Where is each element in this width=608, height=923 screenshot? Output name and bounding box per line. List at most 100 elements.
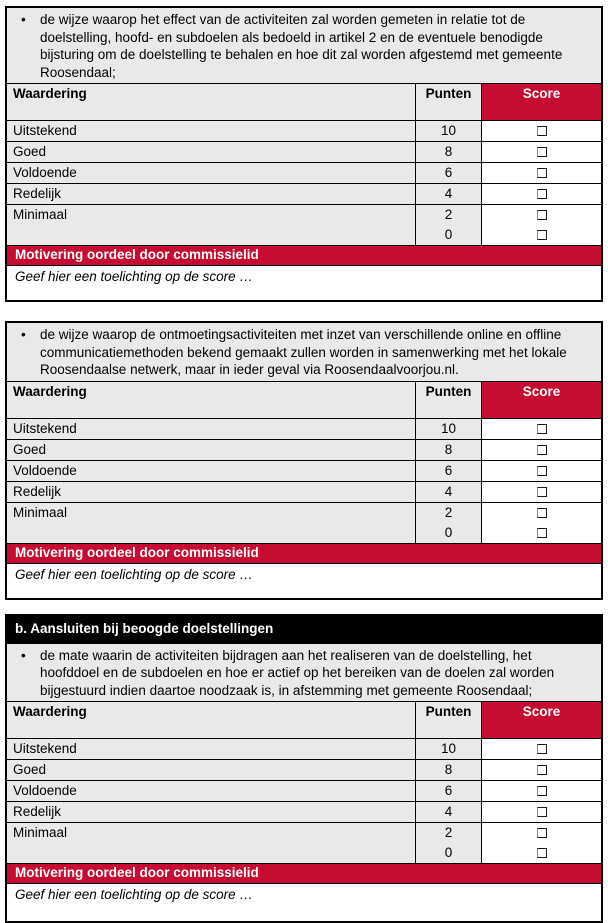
score-checkbox[interactable] [537,147,547,157]
score-checkbox[interactable] [537,765,547,775]
score-checkbox[interactable] [537,828,547,838]
rating-label: Goed [7,440,415,460]
column-header-score: Score [481,702,601,738]
score-checkbox[interactable] [537,230,547,240]
column-header-waardering: Waardering [7,702,415,738]
criterion-text: de wijze waarop het effect van de activi… [40,11,591,81]
toelichting-input[interactable]: Geef hier een toelichting op de score … [7,884,601,921]
rating-score-cell [481,419,601,439]
rating-points: 4 [415,802,481,822]
rating-row-minimaal: Minimaal 2 0 [7,822,601,863]
score-checkbox[interactable] [537,508,547,518]
rating-score-cell [481,823,601,863]
rating-label: Voldoende [7,461,415,481]
score-checkbox[interactable] [537,528,547,538]
rating-points: 2 0 [415,205,481,245]
rating-label: Voldoende [7,163,415,183]
rating-points: 6 [415,163,481,183]
rating-label: Goed [7,760,415,780]
rating-points: 4 [415,482,481,502]
score-checkbox[interactable] [537,126,547,136]
column-header-waardering: Waardering [7,382,415,418]
rating-header-row: Waardering Punten Score [7,83,601,120]
rating-points: 10 [415,121,481,141]
rating-score-cell [481,739,601,759]
criterion-cell: • de wijze waarop de ontmoetingsactivite… [7,323,601,381]
rating-header-row: Waardering Punten Score [7,701,601,738]
rating-score-cell [481,205,601,245]
motivering-header: Motivering oordeel door commissielid [7,246,601,265]
rating-label: Redelijk [7,482,415,502]
rating-row-uitstekend: Uitstekend 10 [7,738,601,759]
score-checkbox[interactable] [537,807,547,817]
rating-row-voldoende: Voldoende 6 [7,162,601,183]
rating-score-cell [481,142,601,162]
rating-label: Redelijk [7,184,415,204]
rating-points: 10 [415,419,481,439]
rating-label: Minimaal [7,503,415,543]
score-checkbox[interactable] [537,487,547,497]
score-checkbox[interactable] [537,445,547,455]
rating-score-cell [481,461,601,481]
rating-row-uitstekend: Uitstekend 10 [7,120,601,141]
rating-label: Goed [7,142,415,162]
rating-points: 8 [415,440,481,460]
score-checkbox[interactable] [537,189,547,199]
rating-row-redelijk: Redelijk 4 [7,183,601,204]
toelichting-input[interactable]: Geef hier een toelichting op de score … [7,564,601,598]
rating-row-uitstekend: Uitstekend 10 [7,418,601,439]
score-checkbox[interactable] [537,848,547,858]
column-header-score: Score [481,382,601,418]
table-gap [5,600,603,614]
rating-row-voldoende: Voldoende 6 [7,780,601,801]
rating-score-cell [481,440,601,460]
rating-score-cell [481,802,601,822]
rating-score-cell [481,184,601,204]
section-b-heading: b. Aansluiten bij beoogde doelstellingen [7,616,601,643]
criterion-cell: • de wijze waarop het effect van de acti… [7,8,601,83]
bullet-icon: • [14,326,40,379]
score-checkbox[interactable] [537,168,547,178]
rating-label: Uitstekend [7,739,415,759]
rating-row-goed: Goed 8 [7,439,601,460]
column-header-punten: Punten [415,702,481,738]
criterion-table-2: • de wijze waarop de ontmoetingsactivite… [5,321,603,600]
criterion-bullet: • de wijze waarop de ontmoetingsactivite… [14,326,591,379]
toelichting-input[interactable]: Geef hier een toelichting op de score … [7,266,601,300]
rating-points: 6 [415,461,481,481]
column-header-punten: Punten [415,84,481,120]
criterion-text: de mate waarin de activiteiten bijdragen… [40,647,591,700]
bullet-icon: • [14,647,40,700]
score-checkbox[interactable] [537,466,547,476]
rating-points: 10 [415,739,481,759]
criterion-table-3: b. Aansluiten bij beoogde doelstellingen… [5,614,603,923]
rating-row-voldoende: Voldoende 6 [7,460,601,481]
rating-points: 8 [415,142,481,162]
rating-points: 2 0 [415,503,481,543]
rating-points: 8 [415,760,481,780]
score-checkbox[interactable] [537,424,547,434]
score-checkbox[interactable] [537,744,547,754]
rating-label: Minimaal [7,205,415,245]
motivering-header: Motivering oordeel door commissielid [7,864,601,883]
criterion-text: de wijze waarop de ontmoetingsactiviteit… [40,326,591,379]
column-header-punten: Punten [415,382,481,418]
rating-row-redelijk: Redelijk 4 [7,481,601,502]
rating-points: 6 [415,781,481,801]
rating-points: 4 [415,184,481,204]
rating-score-cell [481,121,601,141]
score-checkbox[interactable] [537,210,547,220]
rating-header-row: Waardering Punten Score [7,381,601,418]
rating-label: Redelijk [7,802,415,822]
score-checkbox[interactable] [537,786,547,796]
rating-row-redelijk: Redelijk 4 [7,801,601,822]
motivering-header: Motivering oordeel door commissielid [7,544,601,563]
rating-label: Uitstekend [7,121,415,141]
criterion-cell: • de mate waarin de activiteiten bijdrag… [7,644,601,702]
rating-score-cell [481,163,601,183]
rating-label: Voldoende [7,781,415,801]
rating-score-cell [481,503,601,543]
rating-points: 2 0 [415,823,481,863]
rating-score-cell [481,760,601,780]
